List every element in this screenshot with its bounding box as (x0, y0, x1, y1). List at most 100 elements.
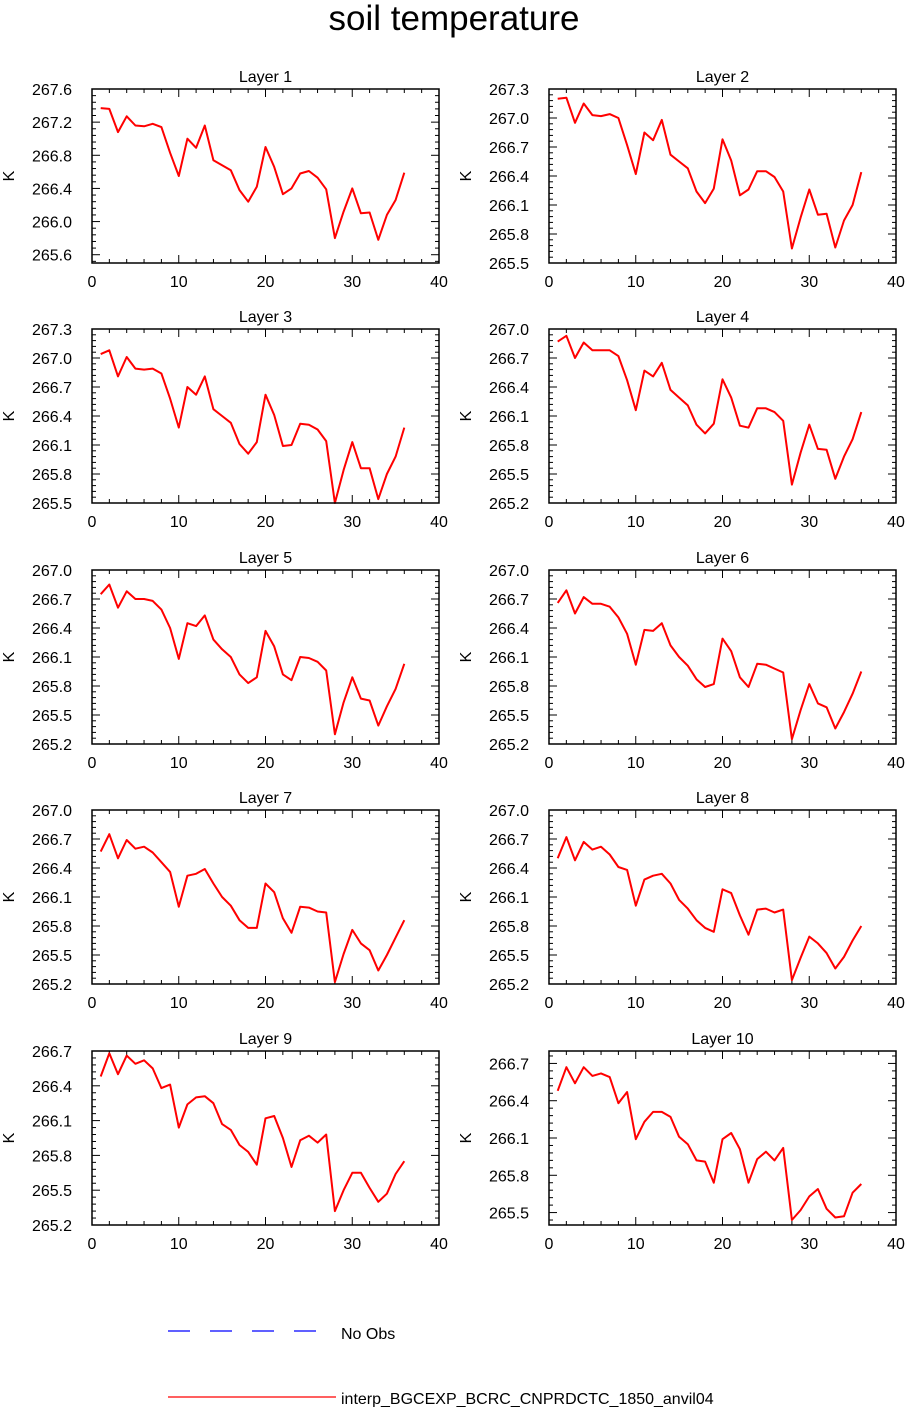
panel-title: Layer 2 (696, 69, 749, 86)
x-tick-label: 30 (800, 274, 818, 291)
y-tick-label: 265.8 (489, 438, 529, 455)
y-tick-label: 267.2 (32, 115, 72, 132)
x-tick-label: 30 (343, 1236, 361, 1253)
y-tick-label: 266.1 (32, 890, 72, 907)
x-tick-label: 20 (257, 1236, 275, 1253)
x-tick-label: 10 (170, 274, 188, 291)
page-title: soil temperature (329, 0, 580, 38)
x-tick-label: 0 (545, 274, 554, 291)
x-tick-label: 20 (257, 274, 275, 291)
y-tick-label: 265.6 (32, 248, 72, 265)
y-tick-label: 266.1 (489, 198, 529, 215)
y-tick-label: 266.4 (489, 380, 529, 397)
x-tick-label: 40 (430, 274, 448, 291)
x-tick-label: 40 (887, 995, 905, 1012)
x-tick-label: 30 (800, 755, 818, 772)
y-tick-label: 267.0 (489, 803, 529, 820)
y-tick-label: 266.4 (489, 1094, 529, 1111)
x-tick-label: 40 (887, 1236, 905, 1253)
plot-frame (91, 328, 440, 504)
y-tick-label: 265.8 (489, 919, 529, 936)
panel-layer-9: Layer 9 K 0 10 20 30 40 265.2 265.5 265.8 266.1 266… (1, 1031, 448, 1253)
y-tick-label: 265.5 (32, 948, 72, 965)
y-axis-label: K (1, 891, 18, 902)
y-tick-label: 267.0 (489, 322, 529, 339)
y-tick-label: 265.5 (489, 948, 529, 965)
y-axis-label: K (1, 1132, 18, 1143)
x-tick-label: 30 (343, 995, 361, 1012)
panel-title: Layer 1 (239, 69, 292, 86)
x-tick-label: 0 (545, 514, 554, 531)
series-line-1 (100, 107, 406, 241)
y-tick-label: 267.3 (489, 82, 529, 99)
panel-layer-10: Layer 10 K 0 10 20 30 40 265.5 265.8 266.1 266.4 26… (458, 1031, 905, 1253)
x-tick-label: 0 (545, 755, 554, 772)
y-tick-label: 265.8 (32, 679, 72, 696)
x-tick-label: 0 (88, 274, 97, 291)
x-tick-label: 30 (343, 514, 361, 531)
panel-title: Layer 10 (691, 1031, 753, 1048)
y-tick-label: 265.2 (32, 977, 72, 994)
x-tick-label: 20 (714, 1236, 732, 1253)
panel-title: Layer 9 (239, 1031, 292, 1048)
panels: Layer 1 K 0 10 20 30 40 265.6 266.0 266.4 266.8 267… (1, 69, 905, 1253)
x-tick-label: 0 (88, 1236, 97, 1253)
y-axis-label: K (1, 651, 18, 662)
y-tick-label: 265.8 (489, 227, 529, 244)
y-tick-label: 265.8 (32, 919, 72, 936)
y-tick-label: 265.2 (489, 737, 529, 754)
y-tick-label: 267.3 (32, 322, 72, 339)
y-tick-label: 266.7 (489, 140, 529, 157)
series-line-1 (556, 589, 863, 741)
y-axis-label: K (458, 1132, 475, 1143)
y-tick-label: 266.7 (32, 592, 72, 609)
y-tick-label: 266.8 (32, 148, 72, 165)
y-tick-label: 266.4 (489, 861, 529, 878)
y-tick-label: 265.5 (32, 496, 72, 513)
series-line-1 (557, 96, 863, 250)
plot-frame (91, 569, 440, 745)
y-axis-label: K (458, 410, 475, 421)
x-tick-label: 0 (545, 995, 554, 1012)
y-tick-label: 265.2 (489, 977, 529, 994)
y-tick-label: 266.0 (32, 215, 72, 232)
plot-frame (548, 328, 897, 504)
y-tick-label: 266.1 (489, 890, 529, 907)
series-line-1 (556, 1066, 863, 1221)
y-tick-label: 265.2 (32, 737, 72, 754)
y-tick-label: 265.5 (489, 256, 529, 273)
plot-frame (91, 1050, 440, 1226)
y-tick-label: 265.8 (32, 467, 72, 484)
panel-title: Layer 5 (239, 550, 292, 567)
y-tick-label: 265.5 (489, 1206, 529, 1223)
series-line-1 (99, 833, 406, 984)
x-tick-label: 40 (430, 755, 448, 772)
x-tick-label: 10 (627, 274, 645, 291)
y-axis-label: K (458, 170, 475, 181)
panel-layer-5: Layer 5 K 0 10 20 30 40 265.2 265.5 265.8 266.1 266… (1, 550, 448, 772)
y-axis-label: K (1, 170, 18, 181)
panel-title: Layer 7 (239, 790, 292, 807)
y-tick-label: 267.0 (489, 111, 529, 128)
y-tick-label: 267.0 (489, 563, 529, 580)
y-tick-label: 265.5 (489, 708, 529, 725)
y-tick-label: 266.7 (489, 592, 529, 609)
y-tick-label: 266.7 (32, 380, 72, 397)
y-tick-label: 266.1 (32, 650, 72, 667)
x-tick-label: 30 (343, 755, 361, 772)
x-tick-label: 30 (800, 514, 818, 531)
panel-layer-4: Layer 4 K 0 10 20 30 40 265.2 265.5 265.8 266.1 266… (458, 309, 905, 531)
x-tick-label: 10 (170, 995, 188, 1012)
panel-layer-7: Layer 7 K 0 10 20 30 40 265.2 265.5 265.8 266.1 266… (1, 790, 448, 1012)
plot-frame (91, 88, 440, 264)
x-tick-label: 40 (887, 274, 905, 291)
x-tick-label: 20 (257, 995, 275, 1012)
y-tick-label: 265.8 (489, 1168, 529, 1185)
x-tick-label: 40 (430, 1236, 448, 1253)
panel-layer-6: Layer 6 K 0 10 20 30 40 265.2 265.5 265.8 266.1 266… (458, 550, 905, 772)
x-tick-label: 20 (257, 755, 275, 772)
y-tick-label: 267.0 (32, 803, 72, 820)
x-tick-label: 10 (627, 995, 645, 1012)
series-line-1 (99, 1052, 406, 1213)
x-tick-label: 20 (714, 755, 732, 772)
